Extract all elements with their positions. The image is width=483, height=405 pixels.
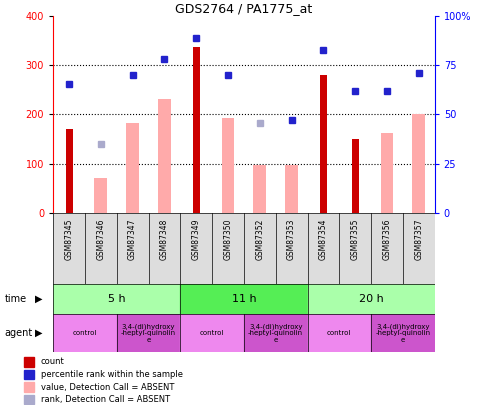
Bar <box>212 213 244 284</box>
Text: value, Detection Call = ABSENT: value, Detection Call = ABSENT <box>41 383 174 392</box>
Text: GSM87350: GSM87350 <box>224 218 232 260</box>
Bar <box>308 284 435 314</box>
Text: GSM87345: GSM87345 <box>65 218 73 260</box>
Text: 5 h: 5 h <box>108 294 126 304</box>
Bar <box>180 284 308 314</box>
Text: GSM87352: GSM87352 <box>256 218 264 260</box>
Bar <box>276 213 308 284</box>
Bar <box>308 213 339 284</box>
Text: GSM87346: GSM87346 <box>96 218 105 260</box>
Bar <box>24 370 34 379</box>
Text: ▶: ▶ <box>35 328 43 338</box>
Bar <box>180 213 212 284</box>
Bar <box>95 178 107 213</box>
Bar <box>24 357 34 367</box>
Bar <box>180 314 244 352</box>
Bar <box>53 213 85 284</box>
Text: 3,4-(di)hydroxy
-heptyl-quinolin
e: 3,4-(di)hydroxy -heptyl-quinolin e <box>375 323 430 343</box>
Text: 11 h: 11 h <box>232 294 256 304</box>
Bar <box>403 213 435 284</box>
Title: GDS2764 / PA1775_at: GDS2764 / PA1775_at <box>175 2 313 15</box>
Bar <box>117 314 180 352</box>
Bar <box>412 115 425 213</box>
Bar <box>381 132 393 213</box>
Text: ▶: ▶ <box>35 294 43 304</box>
Bar <box>254 165 266 213</box>
Bar <box>53 284 180 314</box>
Bar <box>53 314 117 352</box>
Text: GSM87353: GSM87353 <box>287 218 296 260</box>
Bar <box>244 314 308 352</box>
Bar <box>85 213 117 284</box>
Text: 3,4-(di)hydroxy
-heptyl-quinolin
e: 3,4-(di)hydroxy -heptyl-quinolin e <box>121 323 176 343</box>
Bar <box>320 75 327 213</box>
Text: GSM87349: GSM87349 <box>192 218 201 260</box>
Bar <box>371 314 435 352</box>
Bar <box>222 118 234 213</box>
Bar <box>158 99 171 213</box>
Text: control: control <box>73 330 97 336</box>
Text: GSM87356: GSM87356 <box>383 218 392 260</box>
Bar <box>66 129 72 213</box>
Text: GSM87347: GSM87347 <box>128 218 137 260</box>
Bar <box>285 165 298 213</box>
Bar <box>149 213 180 284</box>
Bar <box>24 382 34 392</box>
Text: GSM87348: GSM87348 <box>160 218 169 260</box>
Text: agent: agent <box>5 328 33 338</box>
Bar <box>339 213 371 284</box>
Text: 20 h: 20 h <box>359 294 384 304</box>
Bar <box>193 47 199 213</box>
Text: count: count <box>41 357 64 367</box>
Bar <box>371 213 403 284</box>
Text: GSM87355: GSM87355 <box>351 218 360 260</box>
Text: percentile rank within the sample: percentile rank within the sample <box>41 370 183 379</box>
Bar <box>117 213 149 284</box>
Text: control: control <box>327 330 352 336</box>
Text: time: time <box>5 294 27 304</box>
Text: GSM87357: GSM87357 <box>414 218 423 260</box>
Text: rank, Detection Call = ABSENT: rank, Detection Call = ABSENT <box>41 395 170 404</box>
Bar <box>126 123 139 213</box>
Text: 3,4-(di)hydroxy
-heptyl-quinolin
e: 3,4-(di)hydroxy -heptyl-quinolin e <box>248 323 303 343</box>
Bar <box>352 139 359 213</box>
Text: control: control <box>200 330 224 336</box>
Text: GSM87354: GSM87354 <box>319 218 328 260</box>
Bar <box>24 395 34 405</box>
Bar <box>244 213 276 284</box>
Bar <box>308 314 371 352</box>
